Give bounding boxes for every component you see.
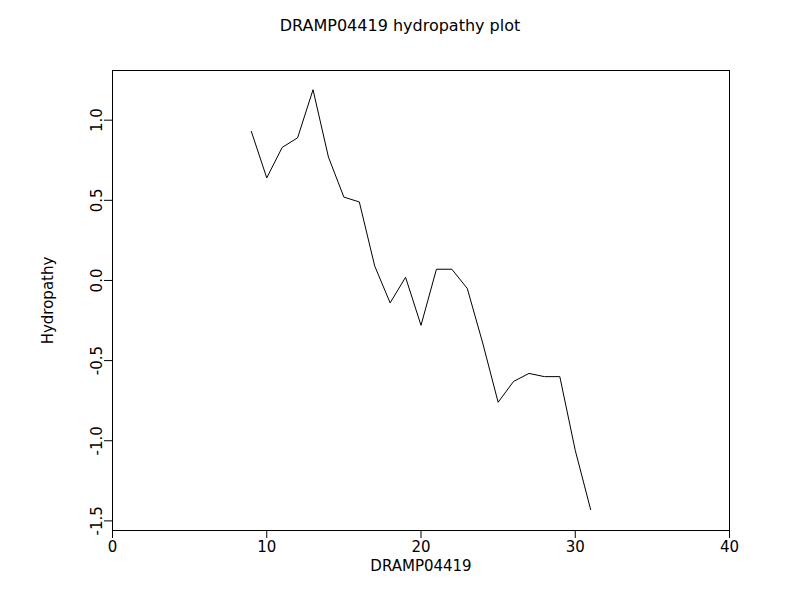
svg-text:20: 20 bbox=[411, 538, 430, 556]
svg-text:30: 30 bbox=[566, 538, 585, 556]
svg-text:40: 40 bbox=[720, 538, 739, 556]
html-text:DRAMP04419 hydropathy plot: DRAMP04419 hydropathy plot bbox=[279, 16, 521, 35]
svg-text:-1.5: -1.5 bbox=[88, 506, 106, 535]
svg-text:0.5: 0.5 bbox=[88, 188, 106, 212]
svg-text:-0.5: -0.5 bbox=[88, 346, 106, 375]
svg-text:1.0: 1.0 bbox=[88, 108, 106, 132]
svg-text:0.0: 0.0 bbox=[88, 269, 106, 293]
svg-text:0: 0 bbox=[108, 538, 118, 556]
svg-text:10: 10 bbox=[257, 538, 276, 556]
svg-text:Hydropathy: Hydropathy bbox=[39, 257, 57, 345]
svg-text:DRAMP04419: DRAMP04419 bbox=[370, 557, 471, 575]
svg-text:-1.0: -1.0 bbox=[88, 426, 106, 455]
